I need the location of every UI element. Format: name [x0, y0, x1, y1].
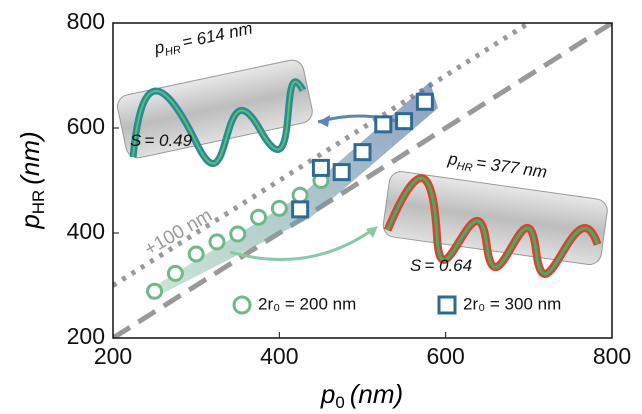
helix-image-bottom	[382, 171, 608, 278]
data-point	[166, 264, 184, 282]
data-point	[270, 199, 288, 217]
x-axis-label-unit: (nm)	[350, 379, 403, 409]
x-tick-label: 400	[260, 343, 298, 369]
y-axis-label-unit: (nm)	[15, 131, 45, 184]
legend-marker	[437, 295, 457, 315]
x-tick-label: 800	[593, 343, 631, 369]
y-axis-label: pHR (nm)	[15, 131, 48, 229]
legend-marker	[232, 295, 252, 315]
x-tick-label: 600	[426, 343, 464, 369]
x-axis-label-symbol: p	[320, 379, 335, 409]
x-axis-label: p0 (nm)	[320, 379, 403, 412]
plot-frame	[112, 22, 613, 339]
annotation: S = 0.64	[410, 256, 472, 275]
data-point	[250, 208, 268, 226]
arrow-head	[366, 226, 378, 238]
data-point	[208, 233, 226, 251]
annotation-subscript: HR	[456, 160, 473, 174]
annotation-symbol: p	[152, 38, 166, 59]
annotation-symbol: p	[446, 149, 459, 169]
annotation: S = 0.49	[130, 131, 193, 150]
y-tick-label: 600	[67, 113, 105, 139]
reference-line	[113, 23, 612, 338]
y-tick-label: 800	[67, 8, 105, 34]
data-point	[415, 92, 434, 111]
annotation-text: = 0.64	[424, 256, 472, 275]
annotation-subscript: HR	[164, 44, 182, 59]
annotation-text: = 614 nm	[181, 19, 255, 52]
data-point	[332, 163, 351, 182]
data-point	[311, 158, 330, 177]
y-tick-label: 400	[67, 218, 105, 244]
annotation: pHR= 614 nm	[152, 19, 255, 61]
helix-image-top	[117, 59, 313, 167]
annotation-symbol: S	[130, 131, 142, 150]
arrow-head	[318, 115, 330, 127]
legend-label: 2r₀ = 200 nm	[258, 294, 356, 313]
y-axis-label-symbol: p	[15, 214, 45, 229]
annotation-text: = 377 nm	[475, 154, 548, 183]
data-point	[395, 112, 414, 131]
data-point	[353, 143, 372, 162]
arrow	[229, 226, 376, 262]
legend-label: 2r₀ = 300 nm	[463, 294, 561, 313]
data-point	[374, 115, 393, 134]
data-point	[229, 225, 247, 243]
x-axis-label-subscript: 0	[335, 393, 344, 412]
reference-label: +100 nm	[141, 205, 216, 260]
x-tick-label: 200	[94, 343, 132, 369]
annotation-text: = 0.49	[144, 131, 192, 150]
data-point	[291, 186, 309, 204]
data-point	[291, 200, 310, 219]
data-point	[187, 245, 205, 263]
data-point	[146, 282, 164, 300]
y-tick-label: 200	[67, 323, 105, 349]
annotation-symbol: S	[410, 256, 422, 275]
y-axis-label-subscript: HR	[29, 190, 48, 214]
